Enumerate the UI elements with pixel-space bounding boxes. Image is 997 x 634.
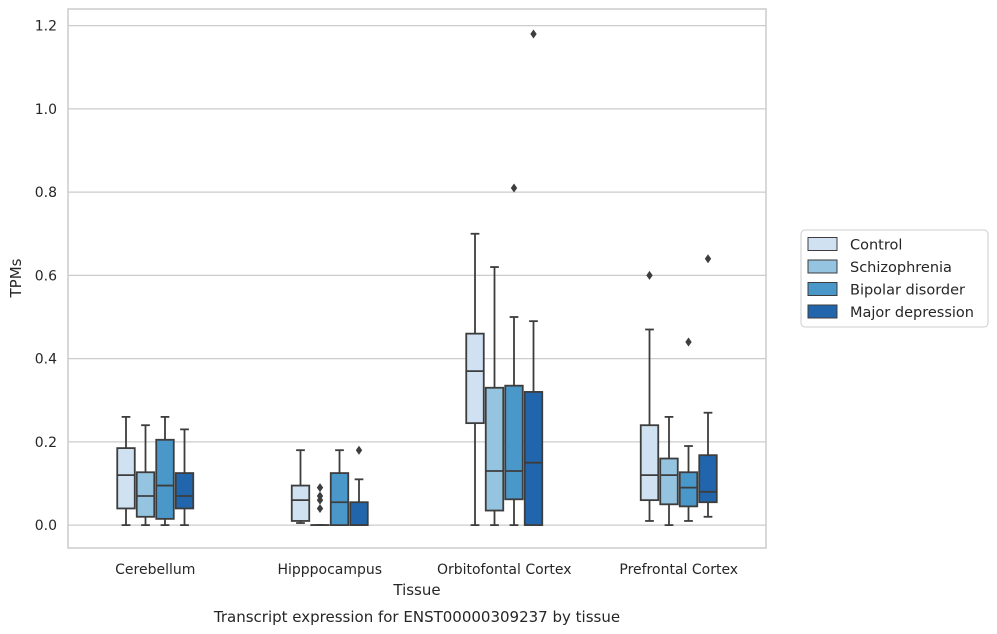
box-group bbox=[465, 29, 544, 527]
legend-label: Schizophrenia bbox=[850, 260, 952, 276]
box-body bbox=[504, 384, 524, 501]
outlier-point bbox=[316, 483, 324, 493]
legend: Control Schizophrenia Bipolar disorder Majo… bbox=[800, 229, 989, 328]
x-tick-label: Prefrontal Cortex bbox=[619, 562, 738, 578]
y-tick-label: 0.0 bbox=[35, 518, 57, 534]
y-tick-label: 0.2 bbox=[35, 435, 57, 451]
outlier-point bbox=[355, 445, 363, 455]
x-tick-labels: Cerebellum Hipppocampus Orbitofontal Corte… bbox=[115, 562, 738, 578]
box bbox=[349, 445, 369, 527]
legend-swatch bbox=[807, 237, 838, 251]
x-axis-title: Tissue bbox=[392, 581, 440, 599]
box bbox=[523, 29, 544, 527]
box-group bbox=[290, 445, 369, 527]
box bbox=[465, 232, 485, 527]
y-tick-label: 1.0 bbox=[35, 102, 57, 118]
box bbox=[504, 183, 524, 527]
x-tick-label: Hipppocampus bbox=[277, 562, 382, 578]
legend-swatch bbox=[807, 304, 838, 319]
box bbox=[174, 428, 195, 527]
legend-label: Bipolar disorder bbox=[850, 283, 965, 299]
box-body bbox=[465, 332, 485, 425]
box-body bbox=[523, 391, 544, 527]
box-body bbox=[116, 447, 136, 510]
y-tick-labels: 0.0 0.2 0.4 0.6 0.8 1.0 1.2 bbox=[35, 19, 57, 534]
box bbox=[678, 337, 699, 522]
box-body bbox=[659, 457, 679, 506]
outlier-point bbox=[530, 29, 537, 39]
chart-caption: Transcript expression for ENST0000030923… bbox=[213, 608, 620, 626]
outlier-point bbox=[704, 254, 712, 264]
x-tick-label: Cerebellum bbox=[115, 562, 195, 578]
box bbox=[310, 483, 330, 527]
box-group bbox=[116, 415, 195, 527]
box-groups bbox=[116, 29, 718, 527]
box-body bbox=[698, 454, 718, 504]
box-body bbox=[678, 471, 699, 508]
outlier-point bbox=[646, 270, 653, 280]
box-body bbox=[290, 484, 311, 522]
legend-label: Major depression bbox=[850, 305, 974, 321]
legend-swatch bbox=[807, 259, 838, 274]
box-body bbox=[639, 424, 660, 502]
outlier-point bbox=[316, 491, 324, 501]
box bbox=[484, 266, 505, 527]
box-body bbox=[155, 438, 175, 520]
y-tick-label: 0.6 bbox=[35, 268, 57, 284]
box bbox=[116, 415, 136, 527]
box bbox=[659, 415, 679, 527]
box bbox=[290, 449, 311, 524]
y-tick-label: 0.8 bbox=[35, 185, 57, 201]
box-body bbox=[174, 472, 195, 510]
x-tick-label: Orbitofontal Cortex bbox=[437, 562, 572, 578]
box-body bbox=[329, 472, 350, 527]
box bbox=[135, 424, 156, 527]
outlier-point bbox=[316, 503, 324, 513]
box bbox=[329, 449, 350, 527]
legend-swatch bbox=[807, 282, 838, 296]
box-body bbox=[349, 501, 369, 527]
y-tick-label: 1.2 bbox=[35, 19, 57, 35]
plot-frame bbox=[67, 8, 767, 549]
legend-label: Control bbox=[850, 238, 902, 254]
y-tick-label: 0.4 bbox=[35, 352, 57, 368]
box-body bbox=[135, 471, 156, 518]
box-body bbox=[484, 386, 505, 512]
outlier-point bbox=[510, 183, 518, 193]
box bbox=[639, 270, 660, 522]
box-group bbox=[639, 254, 718, 527]
y-axis-title: TPMs bbox=[7, 258, 25, 298]
outlier-point bbox=[685, 337, 692, 347]
box bbox=[155, 415, 175, 527]
box bbox=[698, 254, 718, 518]
legend-frame bbox=[800, 229, 989, 328]
